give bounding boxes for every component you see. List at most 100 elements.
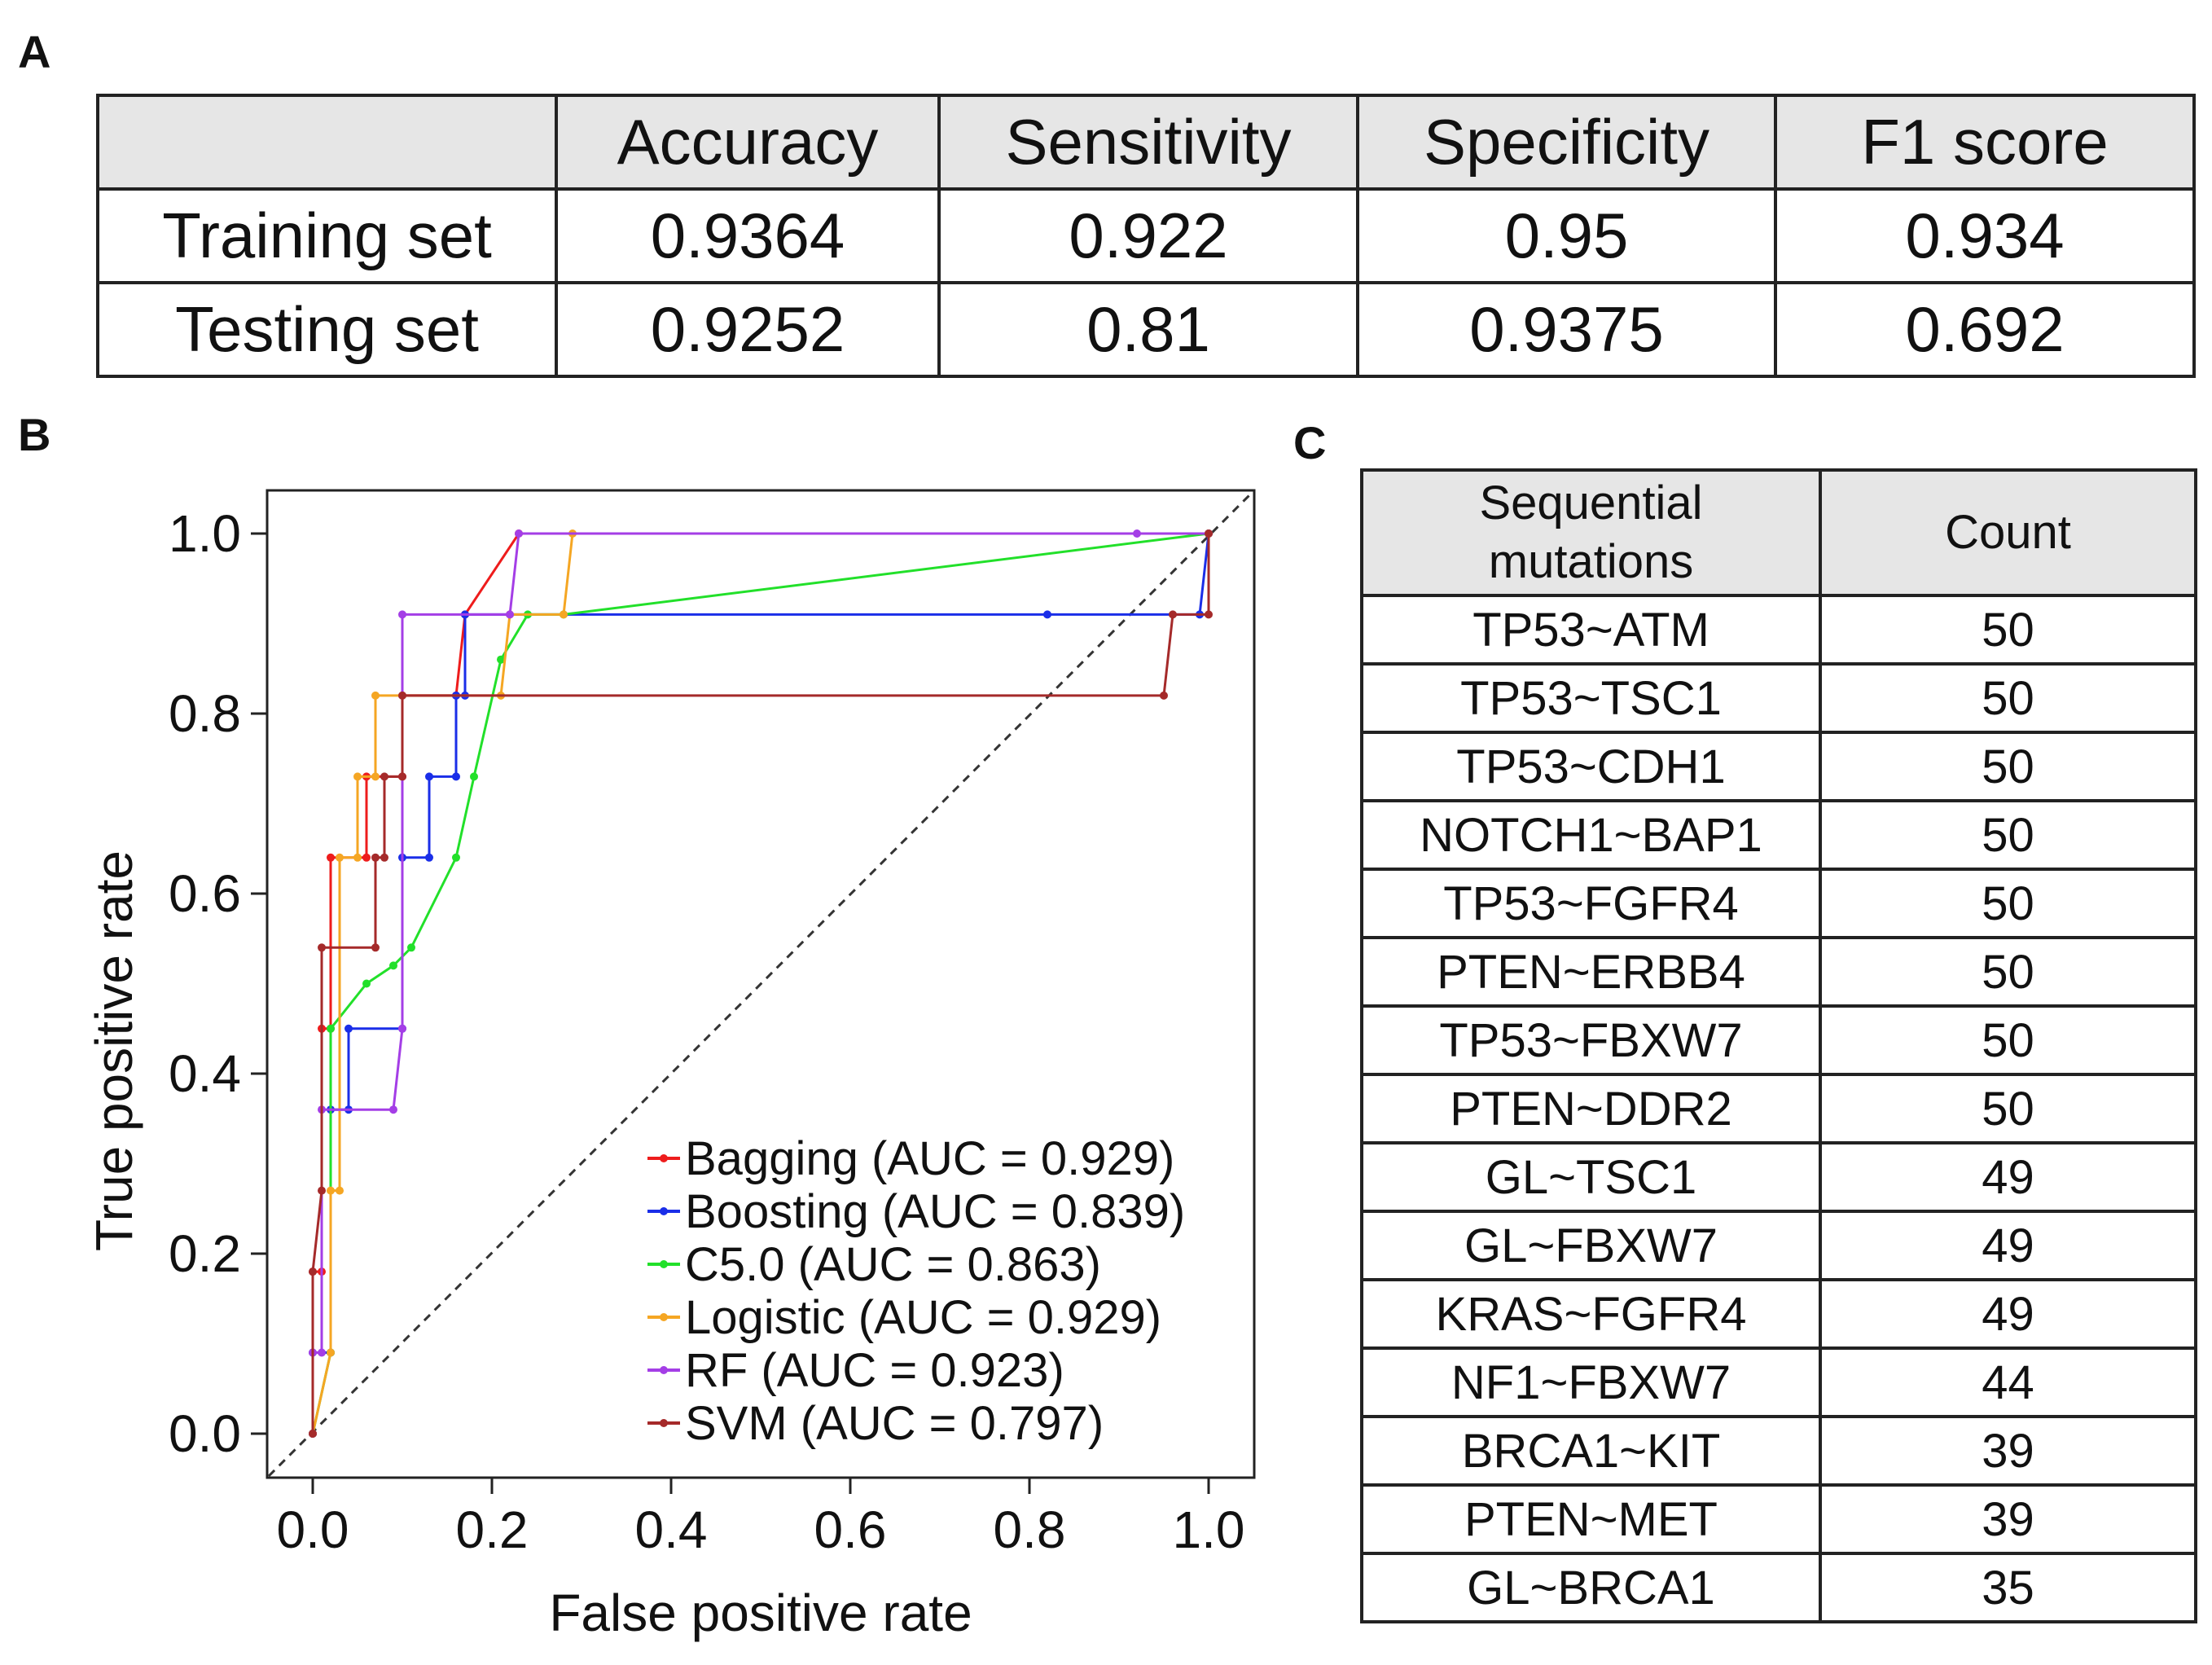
table-row: BRCA1~KIT 39 [1360,1415,2197,1487]
mutation-name-cell: TP53~FGFR4 [1360,868,1822,939]
roc-chart: 0.0 0.2 0.4 0.6 0.8 1.0 0.0 0.2 0.4 0.6 0.8 1.0 Bag… [85,489,1256,1642]
series-point [452,772,460,781]
series-point [353,853,362,862]
mutation-count-cell: 50 [1819,594,2197,666]
series-5 [309,529,1213,1438]
legend-marker [660,1419,668,1427]
mutation-name-cell: TP53~FBXW7 [1360,1004,1822,1076]
series-point [398,610,406,619]
series-point [327,1186,335,1195]
mutation-count-cell: 50 [1819,662,2197,734]
y-tick-label: 0.6 [169,864,241,923]
mutation-name-cell: TP53~TSC1 [1360,662,1822,734]
legend-marker [660,1207,668,1215]
metrics-cell: 0.922 [937,187,1359,284]
series-point [1205,529,1213,538]
series-point [318,1348,326,1357]
metrics-row-testing: Testing set 0.9252 0.81 0.9375 0.692 [96,281,2196,378]
metrics-header-row: Accuracy Sensitivity Specificity F1 scor… [96,94,2196,191]
series-point [425,772,433,781]
metrics-row-label: Training set [96,187,558,284]
diagonal-reference-line [267,490,1254,1478]
series-point [560,610,568,619]
mutation-count-cell: 50 [1819,799,2197,871]
series-point [506,610,514,619]
panel-label-c: C [1293,417,1327,468]
series-point [327,1024,335,1033]
series-point [497,655,505,664]
plot-frame [266,489,1256,1479]
legend-marker [660,1313,668,1321]
series-point [309,1267,317,1276]
x-axis-label: False positive rate [549,1584,972,1642]
metrics-cell: 0.9252 [555,281,941,378]
metrics-header-sensitivity: Sensitivity [937,94,1359,191]
legend-entry: C5.0 (AUC = 0.863) [685,1238,1101,1291]
series-point [398,1024,406,1033]
series-point [1205,610,1213,619]
series-line [311,534,1210,1434]
series-point [336,1186,344,1195]
mutation-count-cell: 50 [1819,1004,2197,1076]
x-tick-label: 0.4 [635,1500,708,1559]
metrics-cell: 0.95 [1356,187,1777,284]
series-point [515,529,523,538]
mutation-name-cell: GL~FBXW7 [1360,1210,1822,1281]
mutation-table: Sequential mutations Count TP53~ATM 50 TP5… [1360,468,2197,1623]
mutation-name-cell: GL~TSC1 [1360,1141,1822,1213]
mutation-header-count: Count [1819,468,2197,597]
mutation-count-cell: 49 [1819,1210,2197,1281]
table-row: TP53~FGFR4 50 [1360,868,2197,939]
mutation-count-cell: 50 [1819,868,2197,939]
series-point [389,1105,397,1114]
x-tick-label: 1.0 [1173,1500,1245,1559]
table-row: GL~TSC1 49 [1360,1141,2197,1213]
x-tick-label: 0.8 [994,1500,1066,1559]
mutation-count-cell: 49 [1819,1278,2197,1350]
series-point [353,772,362,781]
y-tick-label: 0.0 [169,1404,241,1463]
table-row: PTEN~MET 39 [1360,1483,2197,1555]
metrics-cell: 0.934 [1774,187,2196,284]
series-point [1160,691,1168,700]
series-point [1133,529,1141,538]
x-tick-label: 0.0 [277,1500,349,1559]
x-tick-label: 0.6 [814,1500,887,1559]
metrics-cell: 0.692 [1774,281,2196,378]
series-point [452,853,460,862]
series-point [345,1024,353,1033]
metrics-header-specificity: Specificity [1356,94,1777,191]
series-point [318,943,326,952]
y-axis-label: True positive rate [85,850,143,1251]
series-point [371,772,380,781]
legend-entry: Bagging (AUC = 0.929) [685,1132,1174,1185]
table-row: NOTCH1~BAP1 50 [1360,799,2197,871]
series-point [470,772,478,781]
y-tick-label: 0.4 [169,1044,241,1103]
table-row: TP53~TSC1 50 [1360,662,2197,734]
mutation-count-cell: 44 [1819,1346,2197,1418]
mutation-name-cell: BRCA1~KIT [1360,1415,1822,1487]
mutation-name-cell: PTEN~ERBB4 [1360,936,1822,1008]
series-point [407,943,415,952]
x-tick-label: 0.2 [456,1500,529,1559]
table-row: NF1~FBXW7 44 [1360,1346,2197,1418]
legend-entry: Boosting (AUC = 0.839) [685,1185,1185,1238]
table-row: TP53~FBXW7 50 [1360,1004,2197,1076]
legend-marker [660,1366,668,1374]
legend-entry: SVM (AUC = 0.797) [685,1397,1104,1450]
mutation-name-cell: TP53~ATM [1360,594,1822,666]
y-tick-label: 0.8 [169,684,241,743]
table-row: PTEN~DDR2 50 [1360,1073,2197,1144]
metrics-row-label: Testing set [96,281,558,378]
table-row: TP53~CDH1 50 [1360,731,2197,802]
mutation-name-cell: TP53~CDH1 [1360,731,1822,802]
series-point [425,853,433,862]
series-point [389,961,397,970]
mutation-count-cell: 50 [1819,731,2197,802]
table-row: GL~BRCA1 35 [1360,1552,2197,1623]
mutation-count-cell: 35 [1819,1552,2197,1623]
mutation-count-cell: 49 [1819,1141,2197,1213]
mutation-name-cell: KRAS~FGFR4 [1360,1278,1822,1350]
mutation-count-cell: 39 [1819,1415,2197,1487]
